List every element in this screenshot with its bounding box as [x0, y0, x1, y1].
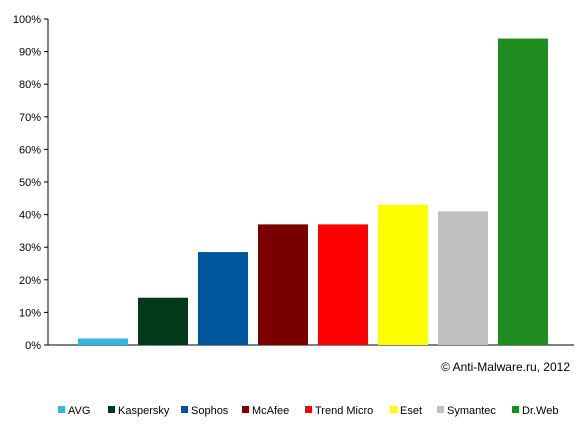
- bar-trend-micro: [318, 224, 368, 345]
- bar-sophos: [198, 252, 248, 345]
- y-tick-label: 80%: [19, 79, 41, 91]
- legend-swatch: [108, 406, 115, 413]
- legend-item: Eset: [390, 405, 422, 417]
- y-tick-label: 60%: [19, 144, 41, 156]
- legend-label: Eset: [400, 405, 422, 417]
- legend-item: Dr.Web: [512, 405, 558, 417]
- chart-bars: [78, 38, 548, 346]
- legend-label: AVG: [68, 405, 90, 417]
- legend-swatch: [512, 406, 519, 413]
- legend-item: McAfee: [242, 405, 289, 417]
- y-tick-label: 100%: [13, 14, 41, 26]
- y-tick-label: 20%: [19, 275, 41, 287]
- copyright-annotation: © Anti-Malware.ru, 2012: [441, 360, 570, 374]
- y-tick-label: 10%: [19, 307, 41, 319]
- bar-dr-web: [498, 38, 548, 346]
- legend-label: Sophos: [191, 405, 229, 417]
- legend-swatch: [242, 406, 249, 413]
- legend-item: Symantec: [437, 405, 496, 417]
- bar-eset: [378, 204, 428, 345]
- legend-label: Dr.Web: [522, 405, 558, 417]
- legend-item: Sophos: [181, 405, 229, 417]
- chart-legend: AVG Kaspersky Sophos McAfee Trend Micro Eset S…: [58, 405, 558, 417]
- legend-label: McAfee: [252, 405, 289, 417]
- bar-symantec: [438, 211, 488, 345]
- legend-item: Trend Micro: [305, 405, 373, 417]
- legend-label: Kaspersky: [118, 405, 170, 417]
- legend-label: Symantec: [447, 405, 496, 417]
- legend-swatch: [58, 406, 65, 413]
- y-tick-label: 40%: [19, 210, 41, 222]
- legend-swatch: [305, 406, 312, 413]
- y-tick-labels: 0% 10% 20% 30% 40% 50% 60% 70% 80% 90% 100%: [13, 14, 48, 352]
- legend-swatch: [390, 406, 397, 413]
- y-tick-label: 30%: [19, 242, 41, 254]
- bar-mcafee: [258, 224, 308, 345]
- legend-item: Kaspersky: [108, 405, 170, 417]
- bar-avg: [78, 338, 128, 345]
- y-tick-label: 50%: [19, 177, 41, 189]
- bar-kaspersky: [138, 297, 188, 345]
- y-tick-label: 0%: [25, 340, 41, 352]
- legend-swatch: [437, 406, 444, 413]
- chart-axes: [47, 19, 574, 346]
- legend-item: AVG: [58, 405, 90, 417]
- legend-swatch: [181, 406, 188, 413]
- y-tick-label: 70%: [19, 112, 41, 124]
- legend-label: Trend Micro: [315, 405, 373, 417]
- y-tick-label: 90%: [19, 47, 41, 59]
